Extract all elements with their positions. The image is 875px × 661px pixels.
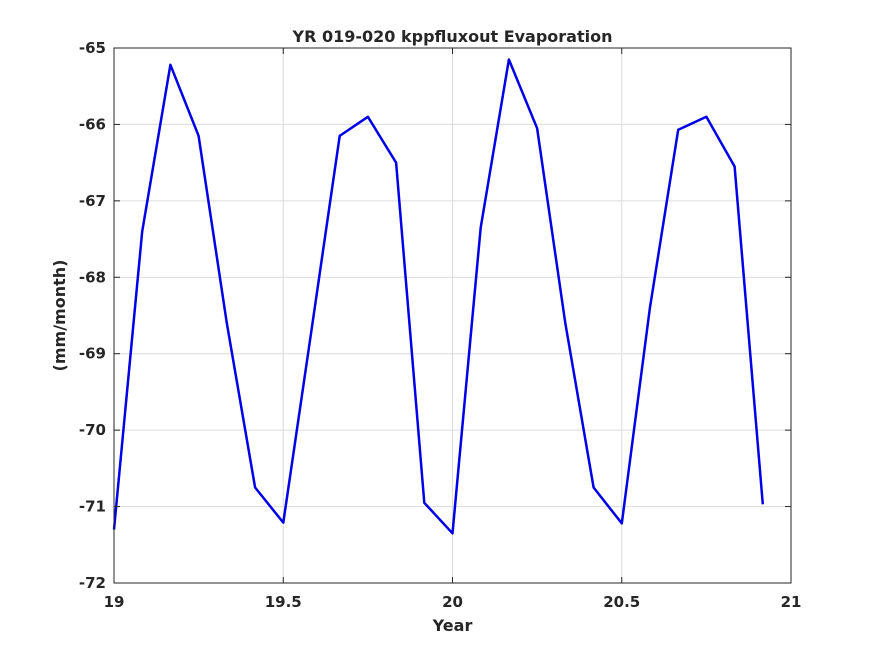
data-point bbox=[480, 227, 481, 228]
y-tick-label: -67 bbox=[79, 192, 106, 210]
data-point bbox=[565, 323, 566, 324]
data-point bbox=[339, 135, 340, 136]
y-tick-label: -65 bbox=[79, 39, 106, 57]
data-point bbox=[678, 129, 679, 130]
y-tick-label: -68 bbox=[79, 268, 106, 286]
y-tick-labels: -65 -66 -67 -68 -69 -70 -71 -72 bbox=[79, 39, 106, 592]
y-tick-label: -72 bbox=[79, 574, 106, 592]
x-tick-labels: 19 19.5 20 20.5 21 bbox=[104, 593, 802, 611]
data-point bbox=[424, 502, 425, 503]
data-point bbox=[396, 162, 397, 163]
data-point bbox=[762, 504, 763, 505]
x-tick-label: 20 bbox=[442, 593, 463, 611]
x-axis-label: Year bbox=[432, 616, 473, 635]
data-point bbox=[537, 128, 538, 129]
y-tick-label: -71 bbox=[79, 498, 106, 516]
data-point bbox=[255, 487, 256, 488]
data-point bbox=[170, 64, 171, 65]
data-point bbox=[283, 522, 284, 523]
x-tick-label: 21 bbox=[781, 593, 802, 611]
series-layer bbox=[112, 58, 765, 535]
series-line bbox=[112, 58, 765, 535]
data-point bbox=[311, 330, 312, 331]
x-tick-label: 19.5 bbox=[265, 593, 302, 611]
x-tick-label: 20.5 bbox=[603, 593, 640, 611]
y-tick-label: -70 bbox=[79, 421, 106, 439]
data-point bbox=[593, 487, 594, 488]
y-axis-label: (mm/month) bbox=[50, 260, 69, 372]
data-point bbox=[198, 135, 199, 136]
data-point bbox=[367, 116, 368, 117]
y-tick-label: -66 bbox=[79, 115, 106, 133]
data-point bbox=[621, 523, 622, 524]
data-point bbox=[452, 533, 453, 534]
data-point bbox=[734, 166, 735, 167]
data-point bbox=[142, 231, 143, 232]
chart-title: YR 019-020 kppfluxout Evaporation bbox=[291, 27, 612, 46]
x-tick-label: 19 bbox=[104, 593, 125, 611]
tick-marks bbox=[113, 47, 792, 584]
data-point bbox=[706, 116, 707, 117]
y-tick-label: -69 bbox=[79, 345, 106, 363]
data-point bbox=[226, 323, 227, 324]
data-point bbox=[508, 59, 509, 60]
data-point bbox=[649, 307, 650, 308]
